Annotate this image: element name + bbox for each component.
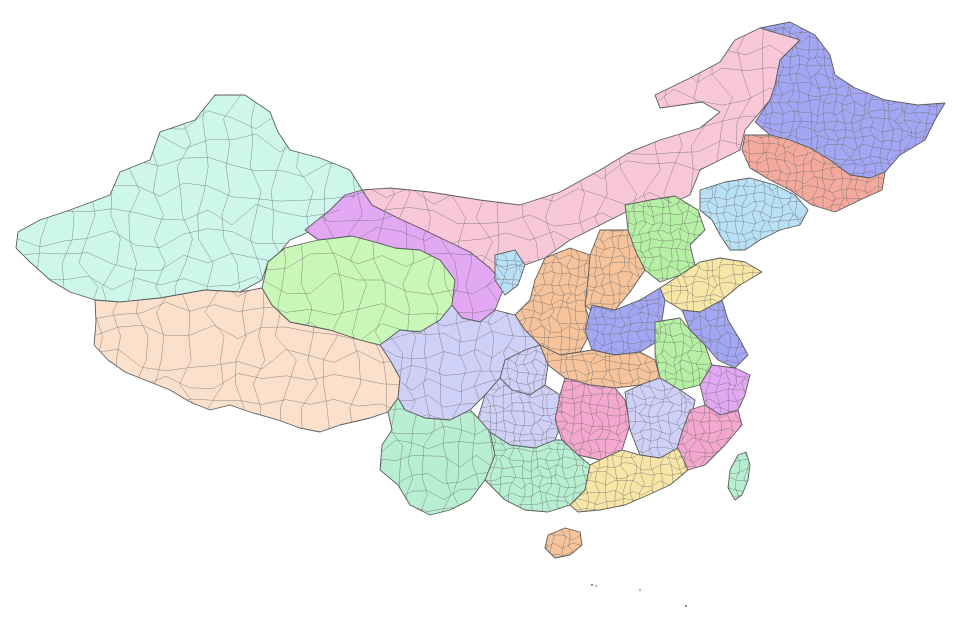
- south-china-sea-islands: [591, 584, 687, 607]
- region-hainan: [544, 527, 583, 559]
